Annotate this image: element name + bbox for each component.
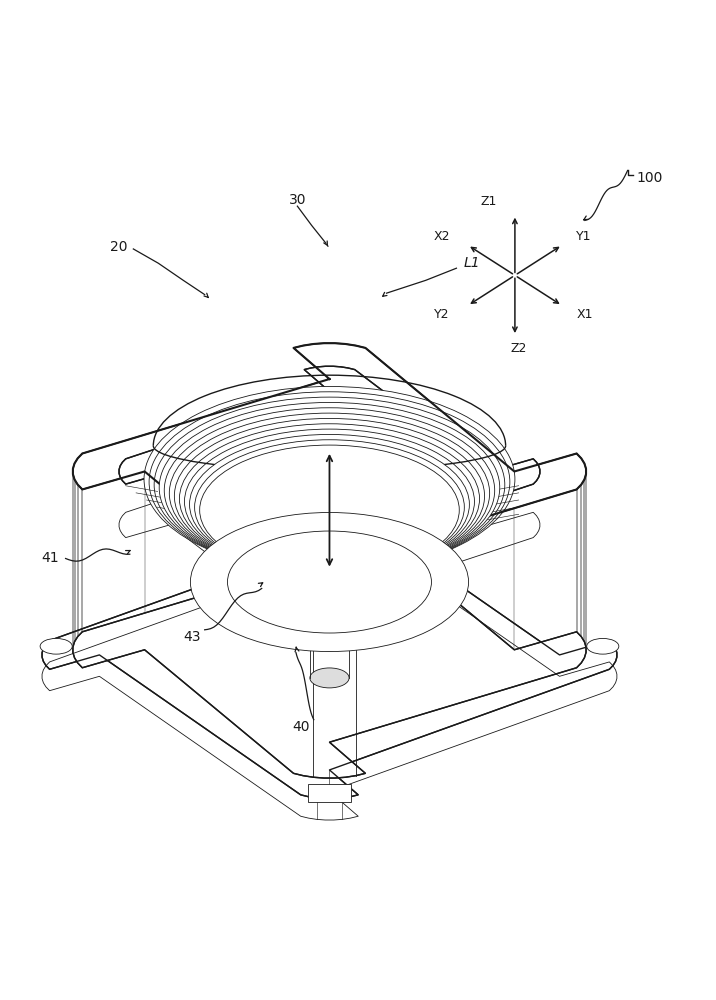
Text: 30: 30 bbox=[289, 193, 306, 207]
Ellipse shape bbox=[149, 392, 510, 572]
Text: Y2: Y2 bbox=[435, 308, 450, 321]
Ellipse shape bbox=[190, 512, 468, 652]
Ellipse shape bbox=[310, 631, 349, 651]
Ellipse shape bbox=[175, 418, 485, 574]
Text: 20: 20 bbox=[110, 240, 128, 254]
Ellipse shape bbox=[159, 402, 500, 573]
Text: 40: 40 bbox=[292, 720, 310, 734]
Ellipse shape bbox=[200, 445, 459, 575]
Polygon shape bbox=[73, 521, 586, 778]
Text: Z2: Z2 bbox=[511, 342, 527, 355]
Ellipse shape bbox=[195, 440, 465, 575]
Polygon shape bbox=[73, 343, 586, 600]
Ellipse shape bbox=[144, 386, 515, 572]
Polygon shape bbox=[308, 784, 351, 802]
Text: 100: 100 bbox=[636, 171, 662, 185]
Ellipse shape bbox=[164, 408, 495, 573]
Ellipse shape bbox=[228, 531, 432, 633]
Polygon shape bbox=[119, 366, 540, 577]
Text: X1: X1 bbox=[576, 308, 593, 321]
Ellipse shape bbox=[154, 397, 505, 572]
Ellipse shape bbox=[169, 413, 490, 573]
Text: L1: L1 bbox=[464, 256, 480, 270]
Text: Z1: Z1 bbox=[480, 195, 497, 208]
Polygon shape bbox=[42, 511, 617, 799]
Ellipse shape bbox=[190, 434, 470, 574]
Ellipse shape bbox=[185, 429, 475, 574]
Text: 43: 43 bbox=[184, 630, 201, 644]
Ellipse shape bbox=[310, 668, 349, 688]
Text: Y1: Y1 bbox=[576, 230, 592, 243]
Ellipse shape bbox=[180, 424, 480, 574]
Ellipse shape bbox=[259, 525, 400, 596]
Text: 41: 41 bbox=[41, 551, 59, 565]
Ellipse shape bbox=[586, 638, 619, 654]
Ellipse shape bbox=[40, 638, 72, 654]
Text: X2: X2 bbox=[433, 230, 450, 243]
